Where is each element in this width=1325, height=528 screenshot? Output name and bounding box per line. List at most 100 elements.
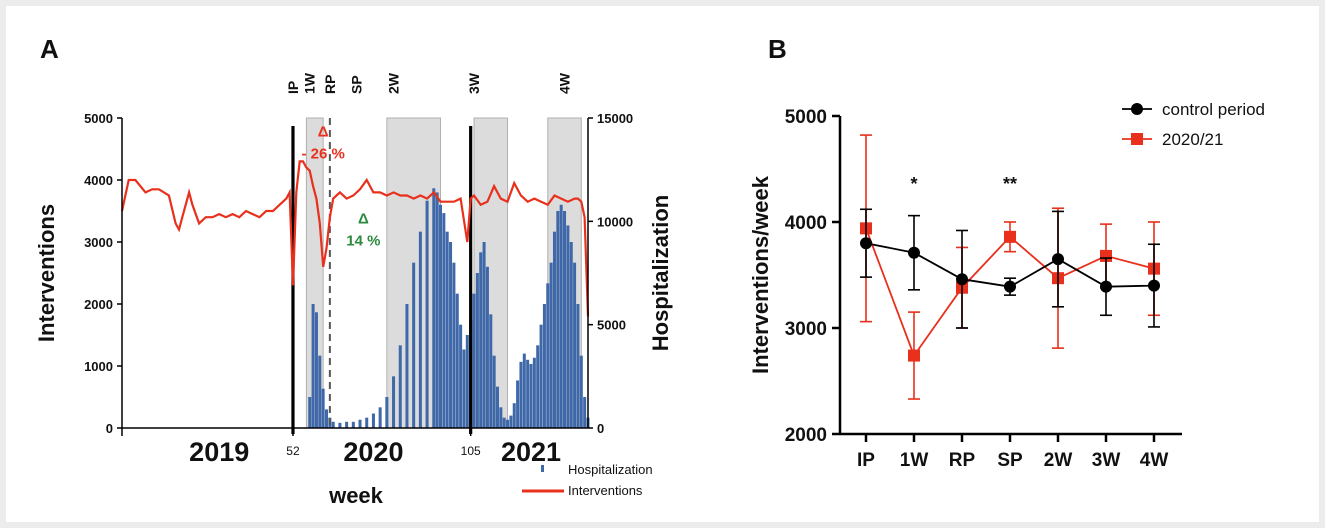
year-label: 2021 bbox=[501, 437, 561, 467]
data-point-control bbox=[1052, 253, 1064, 266]
hospitalization-bar bbox=[492, 355, 496, 428]
y-tick-label: 2000 bbox=[84, 297, 113, 312]
y-tick-label: 1000 bbox=[84, 359, 113, 374]
data-point-2020-21 bbox=[1100, 249, 1112, 262]
y2-tick-label: 0 bbox=[597, 421, 604, 436]
hospitalization-bar bbox=[579, 355, 583, 428]
legend-label-2020-21: 2020/21 bbox=[1162, 130, 1223, 149]
hospitalization-bar bbox=[489, 314, 493, 428]
y2-tick-label: 10000 bbox=[597, 214, 633, 229]
legend-label-control: control period bbox=[1162, 100, 1265, 119]
y-axis-title: Interventions/week bbox=[748, 175, 773, 374]
data-point-2020-21 bbox=[1004, 230, 1016, 243]
legend-swatch-hospitalization bbox=[541, 465, 544, 472]
hospitalization-bar bbox=[445, 231, 449, 428]
hospitalization-bar bbox=[495, 386, 499, 428]
hospitalization-bar bbox=[438, 204, 442, 428]
hospitalization-bar bbox=[479, 252, 483, 428]
hospitalization-bar bbox=[405, 304, 409, 428]
data-point-2020-21 bbox=[908, 349, 920, 362]
hospitalization-bar bbox=[455, 293, 459, 428]
hospitalization-bar bbox=[509, 415, 513, 428]
hospitalization-bar bbox=[472, 293, 476, 428]
hospitalization-bar bbox=[559, 204, 563, 428]
hospitalization-bar bbox=[583, 397, 587, 428]
hospitalization-bar bbox=[308, 397, 312, 428]
hospitalization-bar bbox=[378, 407, 382, 428]
phase-label: 2W bbox=[386, 72, 402, 94]
hospitalization-bar bbox=[418, 231, 422, 428]
hospitalization-bar bbox=[573, 262, 577, 428]
x-tick-label: SP bbox=[997, 450, 1023, 471]
hospitalization-bar bbox=[542, 304, 546, 428]
y2-tick-label: 5000 bbox=[597, 318, 626, 333]
hospitalization-bar bbox=[435, 192, 439, 428]
hospitalization-bar bbox=[398, 345, 402, 428]
y-tick-label: 5000 bbox=[785, 107, 827, 128]
hospitalization-bar bbox=[338, 422, 342, 428]
phase-label: 1W bbox=[302, 72, 318, 94]
interventions-line bbox=[120, 160, 590, 317]
annotation-delta: Δ bbox=[358, 210, 369, 227]
hospitalization-bar bbox=[502, 417, 506, 428]
y-tick-label: 4000 bbox=[785, 213, 827, 234]
hospitalization-bar bbox=[482, 242, 486, 428]
hospitalization-bar bbox=[385, 397, 389, 428]
hospitalization-bar bbox=[532, 357, 536, 428]
x-tick-label: IP bbox=[857, 450, 875, 471]
data-point-control bbox=[1004, 280, 1016, 293]
y2-tick-label: 15000 bbox=[597, 111, 633, 126]
hospitalization-bar bbox=[499, 407, 503, 428]
legend-label-hospitalization: Hospitalization bbox=[568, 462, 653, 477]
panel-letter-b: B bbox=[768, 34, 787, 64]
y-tick-label: 5000 bbox=[84, 111, 113, 126]
phase-label: RP bbox=[322, 75, 338, 94]
phase-label: SP bbox=[349, 75, 365, 94]
panel-letter-a: A bbox=[40, 34, 59, 64]
hospitalization-bar bbox=[576, 304, 580, 428]
hospitalization-bar bbox=[552, 231, 556, 428]
axes-a bbox=[117, 117, 593, 436]
annotation-value: - 26 % bbox=[301, 146, 344, 163]
hospitalization-bar bbox=[425, 200, 429, 428]
hospitalization-bar bbox=[566, 225, 570, 428]
hospitalization-bar bbox=[516, 380, 520, 428]
data-point-control bbox=[956, 273, 968, 286]
data-point-control bbox=[908, 246, 920, 259]
hospitalization-bar bbox=[412, 262, 416, 428]
legend-marker-2020-21 bbox=[1131, 133, 1143, 145]
x-tick-label: 3W bbox=[1092, 450, 1121, 471]
hospitalization-bar bbox=[569, 242, 573, 428]
hospitalization-bar bbox=[485, 266, 489, 428]
phase-label: IP bbox=[285, 81, 301, 94]
hospitalization-bar bbox=[365, 417, 369, 428]
significance-marker: ** bbox=[1003, 174, 1017, 194]
hospitalization-bar bbox=[519, 361, 523, 428]
phase-label: 4W bbox=[557, 72, 573, 94]
hospitalization-bar bbox=[452, 262, 456, 428]
legend-label-interventions: Interventions bbox=[568, 483, 643, 498]
year-label: 2019 bbox=[189, 437, 249, 467]
x-tick-label: RP bbox=[949, 450, 976, 471]
axes-b bbox=[832, 114, 1182, 442]
hospitalization-bar bbox=[432, 188, 436, 428]
data-point-control bbox=[1148, 279, 1160, 292]
significance-marker: * bbox=[910, 174, 917, 194]
hospitalization-bar bbox=[351, 421, 355, 428]
x-tick-label: 2W bbox=[1044, 450, 1073, 471]
phase-label: 3W bbox=[466, 72, 482, 94]
y-tick-label: 3000 bbox=[84, 235, 113, 250]
data-point-control bbox=[860, 237, 872, 250]
hospitalization-bar bbox=[563, 211, 567, 428]
hospitalization-bar bbox=[512, 403, 516, 428]
hospitalization-bar bbox=[324, 409, 329, 428]
y-axis-title-right: Hospitalization bbox=[648, 195, 673, 351]
x-axis-title: week bbox=[328, 483, 384, 508]
x-tick-label: 1W bbox=[900, 450, 929, 471]
hospitalization-bar bbox=[529, 363, 533, 428]
hospitalization-bar bbox=[459, 324, 463, 428]
